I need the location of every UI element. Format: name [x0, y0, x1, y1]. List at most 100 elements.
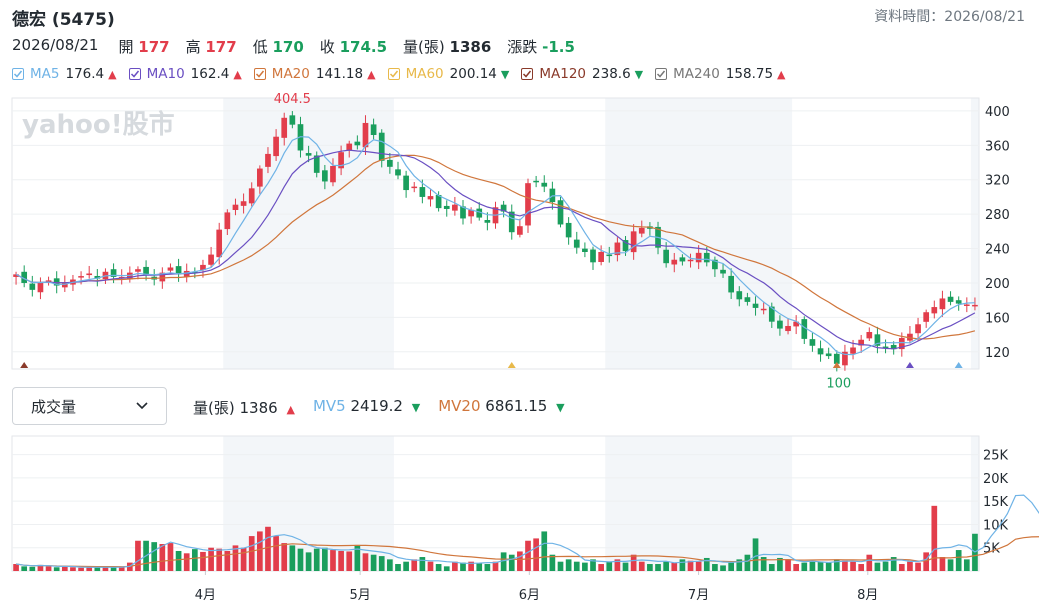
- ma-value: 162.4: [190, 66, 230, 82]
- high-value: 177: [205, 38, 237, 56]
- volume-bar: [151, 542, 158, 571]
- x-tick-label: 7月: [688, 588, 709, 603]
- candle-body: [963, 304, 970, 306]
- vol-legend: 量(張) 1386 ▲: [193, 397, 295, 418]
- volume-bar: [955, 550, 962, 571]
- volume-bar: [330, 550, 336, 571]
- ma-legend-ma20[interactable]: MA20 141.18 ▲: [253, 66, 376, 82]
- volume-bar: [549, 554, 556, 571]
- ma-value: 158.75: [725, 66, 774, 82]
- ma-legend-ma10[interactable]: MA10 162.4 ▲: [128, 66, 242, 82]
- candle-body: [78, 276, 84, 278]
- volume-bar: [671, 562, 678, 571]
- volume-bar: [541, 531, 548, 571]
- candle-body: [200, 264, 206, 271]
- candle-body: [915, 324, 921, 334]
- volume-bar: [703, 557, 710, 571]
- volume-bar: [858, 564, 865, 571]
- candle-body: [866, 332, 873, 339]
- checkbox-icon[interactable]: [12, 68, 24, 80]
- ma-legend-ma5[interactable]: MA5 176.4 ▲: [12, 66, 117, 82]
- ma-value: 200.14: [449, 66, 497, 82]
- volume-bar: [525, 540, 531, 571]
- candle-body: [86, 273, 93, 276]
- volume-bar: [427, 561, 434, 571]
- candle-body: [517, 226, 523, 235]
- checkbox-icon[interactable]: [253, 68, 266, 80]
- checkbox-icon[interactable]: [128, 68, 141, 80]
- volume-bar: [533, 538, 539, 571]
- y-tick-label: 120: [985, 346, 1010, 361]
- change-label: 漲跌: [507, 38, 538, 56]
- volume-bar: [118, 567, 125, 571]
- volume-bar: [86, 567, 93, 571]
- volume-bar: [216, 548, 223, 571]
- candle-body: [850, 347, 856, 354]
- candle-body: [273, 136, 279, 157]
- ma-legend-ma240[interactable]: MA240 158.75 ▲: [655, 66, 786, 82]
- volume-bar: [248, 536, 255, 571]
- volume-bar: [752, 538, 759, 571]
- candle-body: [923, 312, 930, 322]
- candle-body: [257, 168, 263, 187]
- volume-bar: [923, 552, 930, 571]
- checkbox-icon[interactable]: [521, 68, 534, 80]
- checkbox-icon[interactable]: [387, 68, 400, 80]
- min-price-label: 100: [826, 376, 851, 391]
- volume-bar: [183, 553, 190, 571]
- up-arrow-icon: ▲: [233, 67, 242, 81]
- ma-value: 141.18: [315, 66, 364, 82]
- open-label: 開: [118, 38, 134, 56]
- volume-bar: [614, 559, 621, 571]
- volume-bar: [159, 544, 166, 571]
- mv20-legend: MV20 6861.15 ▼: [438, 397, 564, 418]
- candle-body: [305, 153, 312, 156]
- max-price-label: 404.5: [274, 92, 311, 107]
- candle-body: [939, 298, 946, 310]
- quote-low: 低 170: [253, 36, 304, 57]
- volume-bar: [13, 564, 19, 571]
- quote-row: 2026/08/21 開 177 高 177 低 170 收 174.5 量(張…: [12, 36, 591, 57]
- candle-body: [890, 344, 897, 350]
- volume-bar: [435, 564, 442, 571]
- candle-body: [720, 269, 726, 274]
- volume-bar: [322, 547, 328, 571]
- candle-body: [322, 170, 328, 182]
- data-time: 資料時間：2026/08/21: [874, 9, 1025, 25]
- volume-bar: [947, 559, 954, 571]
- candle-body: [289, 115, 296, 125]
- candle-body: [61, 282, 68, 288]
- ma-value: 176.4: [65, 66, 105, 82]
- candle-body: [614, 242, 621, 256]
- quote-high: 高 177: [186, 36, 237, 57]
- x-tick-label: 5月: [349, 588, 370, 603]
- close-value: 174.5: [339, 38, 388, 56]
- candle-body: [232, 204, 239, 210]
- volume-bar: [313, 548, 320, 571]
- ma20-line: [15, 154, 976, 340]
- volume-legend: 量(張) 1386 ▲ MV5 2419.2 ▼ MV20 6861.15 ▼: [193, 397, 583, 418]
- checkbox-icon[interactable]: [655, 68, 668, 80]
- candle-body: [13, 274, 19, 277]
- ma-legend-ma120[interactable]: MA120 238.6 ▼: [521, 66, 643, 82]
- volume-tick-label: 20K: [983, 472, 1009, 487]
- volume-bar: [663, 561, 669, 571]
- candle-body: [248, 188, 255, 204]
- volume-bar: [590, 559, 596, 571]
- ma-legend-ma60[interactable]: MA60 200.14 ▼: [387, 66, 509, 82]
- mv5-line: [16, 494, 1039, 568]
- mv5-value: 2419.2: [350, 397, 403, 415]
- month-band: [223, 98, 394, 369]
- volume-bar: [78, 567, 84, 571]
- volume-indicator-select[interactable]: 成交量: [12, 387, 167, 425]
- candle-body: [874, 334, 881, 346]
- volume-bar: [452, 561, 458, 571]
- candle-body: [240, 201, 247, 206]
- candle-body: [313, 155, 320, 173]
- candle-body: [777, 320, 783, 329]
- candle-body: [541, 182, 548, 187]
- volume-bar: [809, 561, 816, 571]
- candle-body: [159, 272, 166, 282]
- volume-bar: [395, 564, 401, 571]
